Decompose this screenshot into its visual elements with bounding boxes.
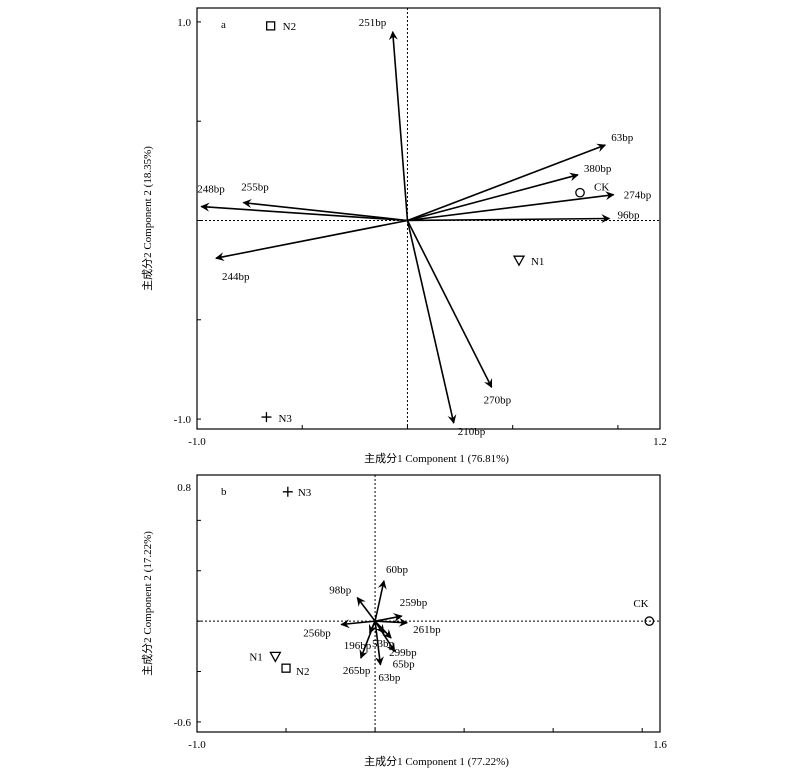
vector-label-380bp: 380bp — [584, 163, 612, 175]
vector-label-60bp: 60bp — [386, 564, 409, 576]
vector-label-251bp: 251bp — [359, 17, 387, 29]
panel-a: -1.0 1.2 1.0 -1.0 a 主成分1 Component 1 (76.81%)… — [141, 7, 667, 465]
vector-arrow-261bp — [375, 617, 409, 627]
vector-arrow-96bp — [407, 214, 611, 224]
panel-b: -1.0 1.6 0.8 -0.6 b 主成分1 Component 1 (77.22%)… — [141, 474, 667, 768]
vector-arrow-259bp — [374, 613, 403, 623]
point-CK — [575, 187, 585, 198]
vector-arrow-256bp — [340, 619, 376, 629]
point-label-CK: CK — [633, 598, 648, 610]
point-label-N1: N1 — [249, 651, 262, 663]
y-tick-label: -0.6 — [174, 717, 192, 729]
point-N1 — [269, 651, 282, 663]
x-tick-label: 1.6 — [653, 739, 667, 751]
point-label-N3: N3 — [278, 413, 292, 425]
vector-label-96bp: 96bp — [617, 210, 640, 222]
vector-label-98bp: 98bp — [329, 585, 352, 597]
vector-arrow-255bp — [242, 199, 408, 222]
point-label-N2: N2 — [283, 21, 296, 33]
vector-arrow-270bp — [406, 220, 493, 389]
vector-label-210bp: 210bp — [458, 426, 486, 438]
vector-arrow-274bp — [407, 191, 615, 222]
vector-label-270bp: 270bp — [484, 394, 512, 406]
plot-frame — [196, 474, 661, 733]
vector-arrow-65bp — [374, 620, 396, 653]
y-axis-title: 主成分2 Component 2 (18.35%) — [141, 146, 154, 291]
point-CK — [644, 616, 655, 626]
x-axis-title: 主成分1 Component 1 (76.81%) — [364, 452, 509, 465]
point-label-N1: N1 — [531, 256, 544, 268]
vector-arrow-210bp — [406, 220, 457, 424]
x-axis-title: 主成分1 Component 1 (77.22%) — [364, 755, 509, 768]
point-label-N2: N2 — [296, 666, 309, 678]
vector-label-259bp: 259bp — [400, 597, 428, 609]
vector-label-63bp: 63bp — [611, 132, 634, 144]
x-tick-label: -1.0 — [188, 739, 206, 751]
vector-label-255bp: 255bp — [241, 182, 269, 194]
vector-arrow-60bp — [374, 579, 387, 622]
vector-arrow-265bp — [359, 620, 376, 659]
plot-frame — [196, 7, 661, 430]
y-tick-label: -1.0 — [174, 414, 192, 426]
point-N2 — [266, 21, 276, 31]
vector-label-299bp: 299bp — [389, 647, 417, 659]
vector-arrow-248bp — [200, 202, 408, 222]
vector-arrow-244bp — [215, 219, 408, 262]
vector-arrow-63bp — [407, 143, 607, 222]
vector-label-256bp: 256bp — [303, 627, 331, 639]
point-N1 — [512, 255, 526, 267]
vector-arrow-380bp — [407, 172, 579, 222]
vector-label-244bp: 244bp — [222, 271, 250, 283]
y-tick-label: 0.8 — [177, 482, 191, 494]
point-label-CK: CK — [594, 182, 609, 194]
vector-label-261bp: 261bp — [413, 624, 441, 636]
vector-label-274bp: 274bp — [624, 190, 652, 202]
vector-arrow-63bp — [374, 621, 384, 666]
panel-label: a — [221, 19, 226, 31]
vector-label-248bp: 248bp — [197, 184, 225, 196]
x-tick-label: -1.0 — [188, 436, 206, 448]
vector-arrow-251bp — [388, 30, 409, 221]
point-N3 — [261, 412, 272, 423]
point-N3 — [282, 486, 293, 497]
y-tick-label: 1.0 — [177, 17, 191, 29]
panel-label: b — [221, 486, 227, 498]
vector-arrow-98bp — [356, 596, 376, 622]
point-label-N3: N3 — [298, 487, 312, 499]
vector-label-65bp: 65bp — [393, 658, 416, 670]
vector-label-63bp: 63bp — [378, 672, 401, 684]
vector-label-265bp: 265bp — [343, 665, 371, 677]
point-N2 — [281, 663, 291, 673]
y-axis-title: 主成分2 Component 2 (17.22%) — [141, 531, 154, 676]
x-tick-label: 1.2 — [653, 436, 667, 448]
